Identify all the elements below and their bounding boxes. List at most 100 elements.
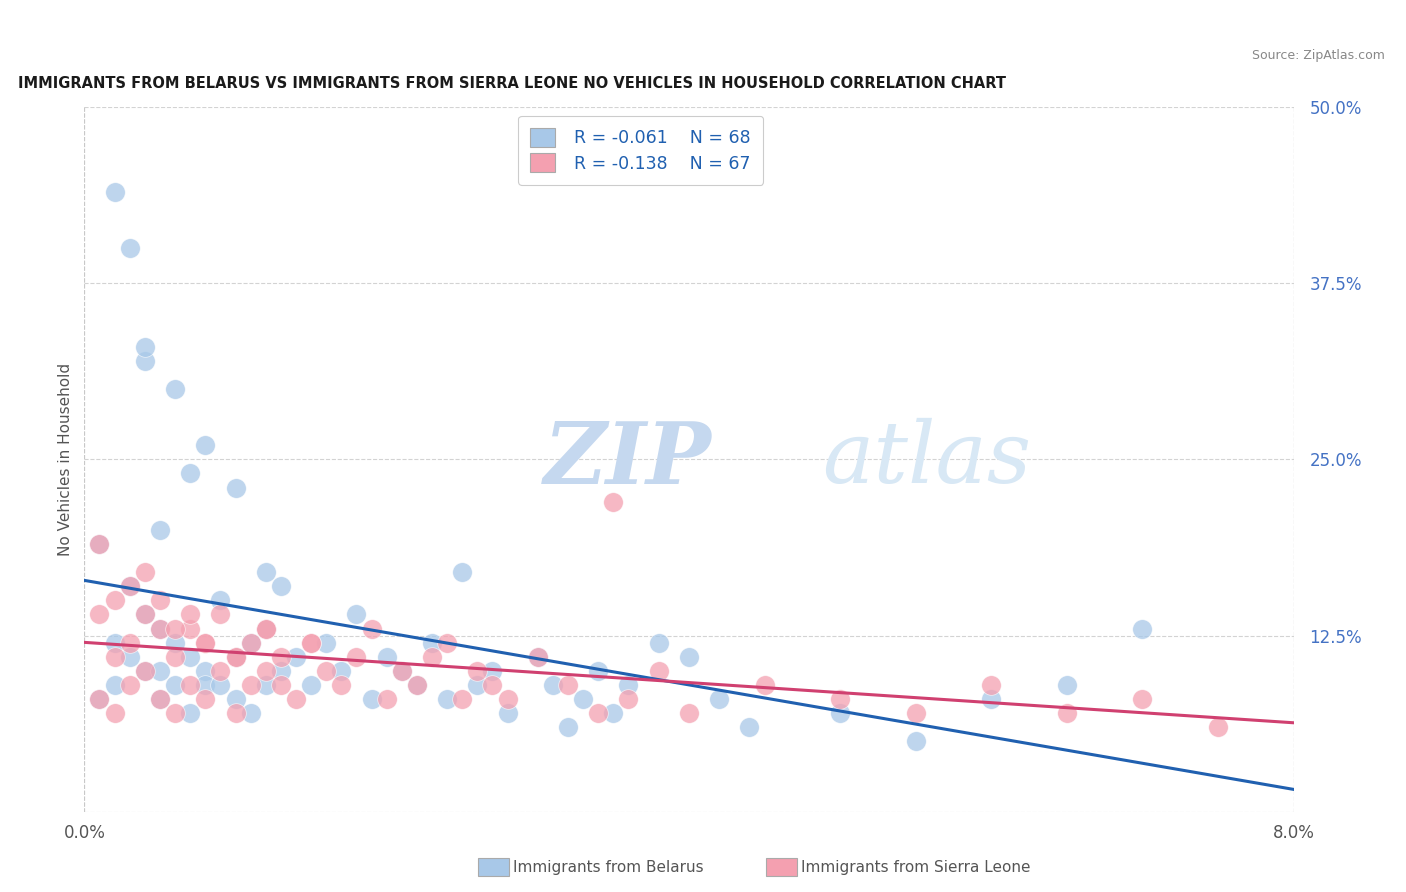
Point: [420, 635, 443, 649]
Point: [436, 692, 458, 706]
Point: [375, 692, 398, 706]
Point: [270, 579, 292, 593]
Point: [481, 664, 503, 678]
Point: [194, 678, 217, 692]
Point: [391, 664, 413, 678]
Point: [330, 678, 353, 692]
Point: [299, 635, 322, 649]
Point: [346, 649, 368, 664]
Point: [165, 635, 187, 649]
Text: Source: ZipAtlas.com: Source: ZipAtlas.com: [1251, 49, 1385, 62]
Point: [149, 692, 172, 706]
Point: [254, 664, 277, 678]
Point: [165, 382, 187, 396]
Point: [496, 692, 519, 706]
Point: [179, 467, 201, 481]
Point: [436, 635, 458, 649]
Point: [254, 622, 277, 636]
Point: [118, 241, 141, 255]
Point: [165, 706, 187, 720]
Point: [104, 678, 127, 692]
Point: [179, 649, 201, 664]
Point: [617, 692, 640, 706]
Point: [346, 607, 368, 622]
Point: [904, 734, 927, 748]
Point: [239, 635, 262, 649]
Point: [209, 593, 232, 607]
Point: [557, 678, 579, 692]
Point: [709, 692, 731, 706]
Point: [1132, 622, 1154, 636]
Point: [179, 607, 201, 622]
Point: [104, 649, 127, 664]
Point: [239, 706, 262, 720]
Point: [467, 664, 489, 678]
Point: [134, 340, 156, 354]
Point: [225, 649, 247, 664]
Point: [738, 720, 761, 734]
Point: [420, 649, 443, 664]
Point: [270, 649, 292, 664]
Point: [678, 649, 700, 664]
Text: Immigrants from Belarus: Immigrants from Belarus: [513, 860, 704, 874]
Point: [104, 185, 127, 199]
Point: [588, 664, 610, 678]
Point: [1132, 692, 1154, 706]
Point: [89, 537, 111, 551]
Point: [285, 692, 308, 706]
Text: ZIP: ZIP: [544, 417, 711, 501]
Point: [527, 649, 550, 664]
Point: [980, 678, 1002, 692]
Point: [541, 678, 564, 692]
Point: [194, 635, 217, 649]
Point: [330, 664, 353, 678]
Point: [104, 706, 127, 720]
Point: [149, 692, 172, 706]
Point: [89, 692, 111, 706]
Point: [678, 706, 700, 720]
Point: [406, 678, 429, 692]
Point: [270, 664, 292, 678]
Point: [118, 579, 141, 593]
Point: [254, 622, 277, 636]
Point: [194, 692, 217, 706]
Point: [254, 565, 277, 579]
Point: [602, 494, 624, 508]
Point: [194, 635, 217, 649]
Point: [194, 438, 217, 452]
Point: [315, 664, 337, 678]
Text: IMMIGRANTS FROM BELARUS VS IMMIGRANTS FROM SIERRA LEONE NO VEHICLES IN HOUSEHOLD: IMMIGRANTS FROM BELARUS VS IMMIGRANTS FR…: [18, 76, 1005, 91]
Point: [134, 565, 156, 579]
Point: [149, 622, 172, 636]
Point: [496, 706, 519, 720]
Point: [254, 622, 277, 636]
Legend:   R = -0.061    N = 68,   R = -0.138    N = 67: R = -0.061 N = 68, R = -0.138 N = 67: [519, 116, 763, 185]
Point: [179, 622, 201, 636]
Point: [179, 706, 201, 720]
Point: [209, 678, 232, 692]
Point: [225, 481, 247, 495]
Point: [602, 706, 624, 720]
Text: atlas: atlas: [823, 418, 1031, 500]
Point: [89, 692, 111, 706]
Point: [588, 706, 610, 720]
Point: [527, 649, 550, 664]
Point: [557, 720, 579, 734]
Point: [391, 664, 413, 678]
Point: [830, 706, 852, 720]
Point: [617, 678, 640, 692]
Point: [149, 523, 172, 537]
Point: [648, 664, 671, 678]
Point: [360, 692, 382, 706]
Point: [118, 649, 141, 664]
Point: [904, 706, 927, 720]
Point: [134, 353, 156, 368]
Point: [572, 692, 595, 706]
Text: Immigrants from Sierra Leone: Immigrants from Sierra Leone: [801, 860, 1031, 874]
Point: [89, 537, 111, 551]
Point: [118, 579, 141, 593]
Point: [149, 664, 172, 678]
Point: [406, 678, 429, 692]
Point: [285, 649, 308, 664]
Point: [360, 622, 382, 636]
